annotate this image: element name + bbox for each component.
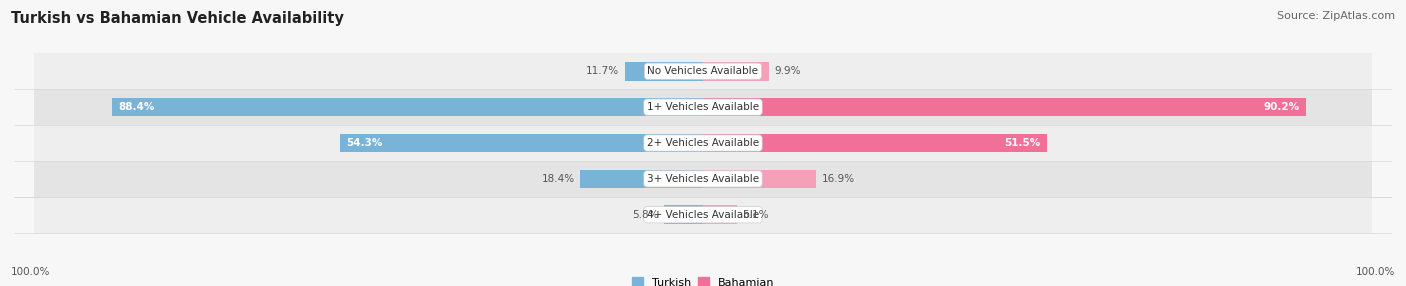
Text: 54.3%: 54.3% bbox=[346, 138, 382, 148]
Bar bbox=[703, 205, 737, 224]
Text: 9.9%: 9.9% bbox=[775, 66, 801, 76]
Bar bbox=[703, 170, 815, 188]
Text: 100.0%: 100.0% bbox=[11, 267, 51, 277]
Text: Source: ZipAtlas.com: Source: ZipAtlas.com bbox=[1277, 11, 1395, 21]
Bar bbox=[664, 205, 703, 224]
Text: 11.7%: 11.7% bbox=[586, 66, 620, 76]
Bar bbox=[703, 134, 1047, 152]
Text: 51.5%: 51.5% bbox=[1004, 138, 1040, 148]
Text: 90.2%: 90.2% bbox=[1264, 102, 1299, 112]
Text: 1+ Vehicles Available: 1+ Vehicles Available bbox=[647, 102, 759, 112]
Text: 4+ Vehicles Available: 4+ Vehicles Available bbox=[647, 210, 759, 220]
Text: 5.8%: 5.8% bbox=[633, 210, 659, 220]
Text: 100.0%: 100.0% bbox=[1355, 267, 1395, 277]
Bar bbox=[34, 125, 1372, 161]
Bar bbox=[34, 53, 1372, 89]
Text: 2+ Vehicles Available: 2+ Vehicles Available bbox=[647, 138, 759, 148]
Bar bbox=[111, 98, 703, 116]
Legend: Turkish, Bahamian: Turkish, Bahamian bbox=[631, 277, 775, 286]
Bar bbox=[624, 62, 703, 81]
Text: 18.4%: 18.4% bbox=[541, 174, 575, 184]
Text: Turkish vs Bahamian Vehicle Availability: Turkish vs Bahamian Vehicle Availability bbox=[11, 11, 344, 26]
Text: 16.9%: 16.9% bbox=[821, 174, 855, 184]
Bar bbox=[34, 197, 1372, 233]
Bar bbox=[703, 98, 1306, 116]
Text: No Vehicles Available: No Vehicles Available bbox=[648, 66, 758, 76]
Bar bbox=[579, 170, 703, 188]
Text: 88.4%: 88.4% bbox=[118, 102, 155, 112]
Text: 5.1%: 5.1% bbox=[742, 210, 769, 220]
Bar bbox=[703, 62, 769, 81]
Bar bbox=[34, 161, 1372, 197]
Bar bbox=[340, 134, 703, 152]
Bar bbox=[34, 89, 1372, 125]
Text: 3+ Vehicles Available: 3+ Vehicles Available bbox=[647, 174, 759, 184]
